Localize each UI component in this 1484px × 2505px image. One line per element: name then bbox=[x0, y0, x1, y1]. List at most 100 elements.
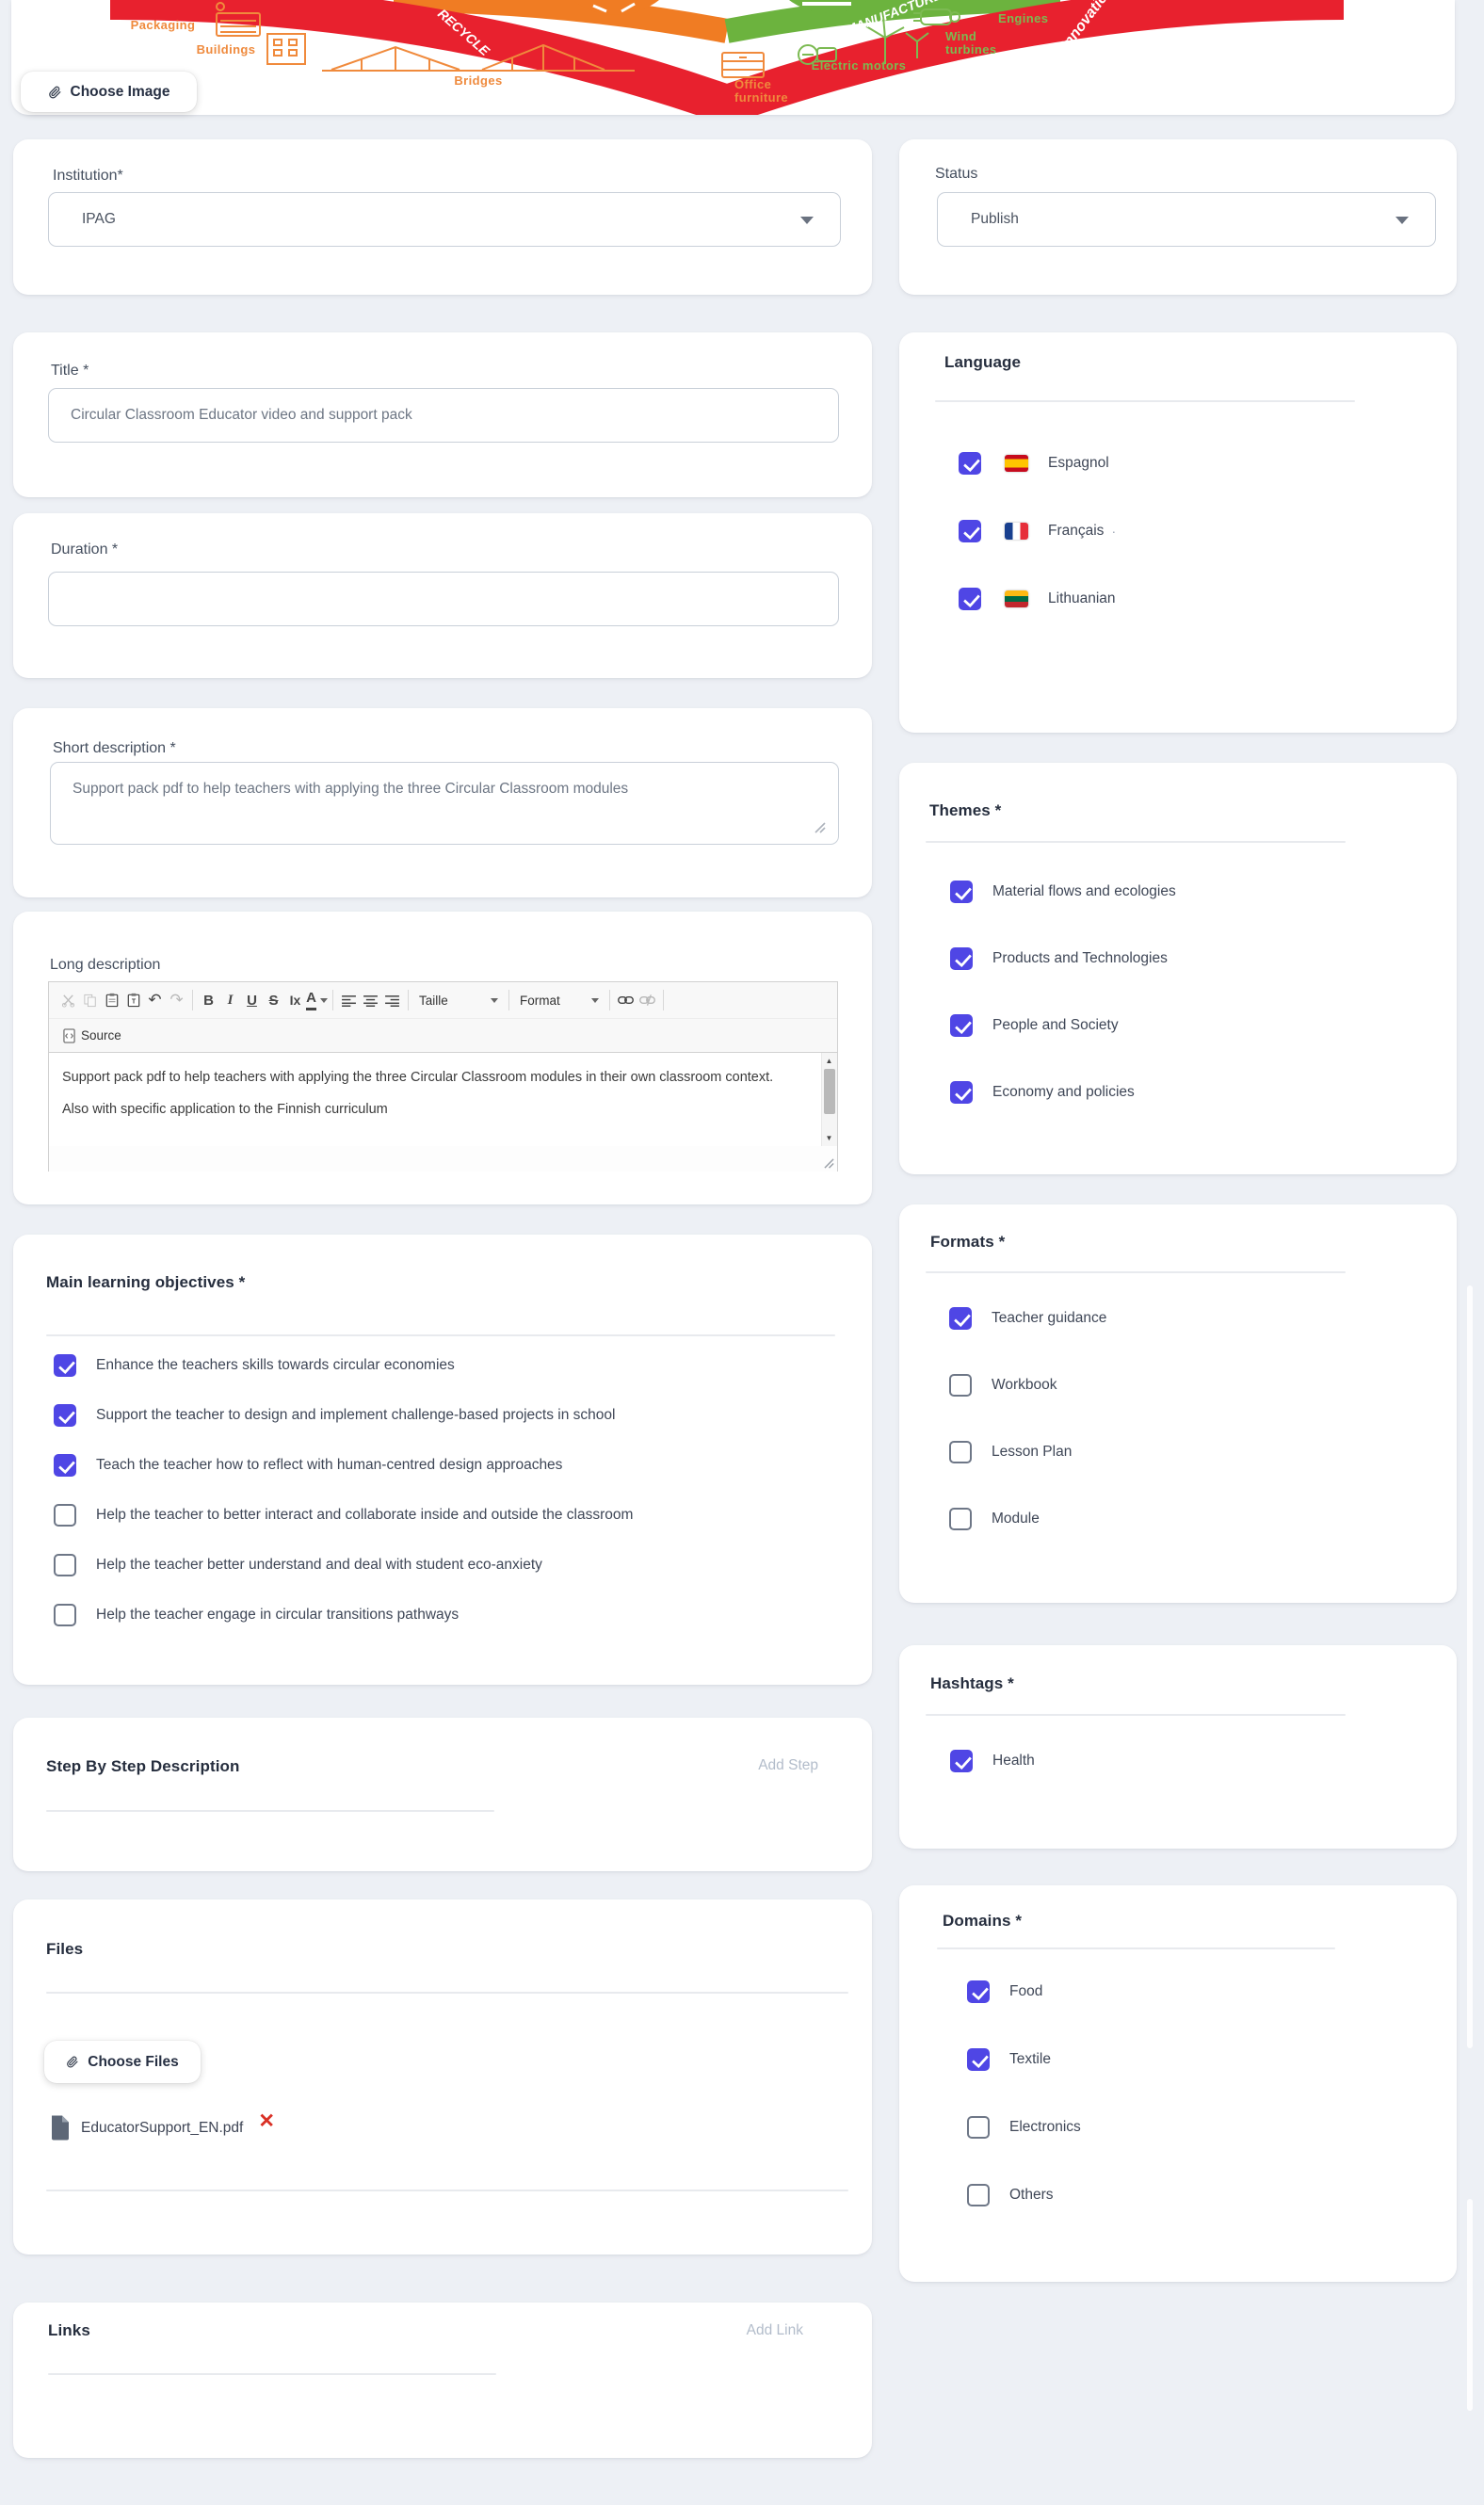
status-select[interactable]: Publish bbox=[937, 192, 1436, 247]
choose-files-button[interactable]: Choose Files bbox=[44, 2041, 201, 2083]
themes-title: Themes * bbox=[929, 801, 1002, 819]
underline-button[interactable]: U bbox=[247, 992, 257, 1009]
scrollbar-thumb[interactable] bbox=[824, 1069, 835, 1114]
checkbox[interactable] bbox=[54, 1354, 76, 1377]
checkbox[interactable] bbox=[950, 1014, 973, 1037]
editor-scrollbar[interactable]: ▲ ▼ bbox=[821, 1053, 837, 1146]
short-description-textarea[interactable]: Support pack pdf to help teachers with a… bbox=[50, 762, 839, 845]
page-scrollbar[interactable] bbox=[1467, 2199, 1473, 2411]
objective-option-label: Help the teacher to better interact and … bbox=[96, 1507, 634, 1523]
checkbox[interactable] bbox=[959, 452, 981, 475]
checkbox[interactable] bbox=[967, 2184, 990, 2206]
file-item-row: EducatorSupport_EN.pdf ✕ bbox=[50, 2110, 275, 2141]
paperclip-icon bbox=[67, 2056, 78, 2068]
font-size-dropdown[interactable]: Taille bbox=[413, 989, 504, 1011]
domain-option-row: Food bbox=[967, 1980, 1081, 2003]
resize-handle-icon[interactable] bbox=[815, 822, 826, 833]
toolbar-separator bbox=[508, 990, 509, 1010]
italic-button[interactable]: I bbox=[227, 992, 234, 1008]
checkbox[interactable] bbox=[949, 1374, 972, 1397]
language-option-lithuanian: Lithuanian bbox=[959, 588, 1116, 610]
duration-label: Duration * bbox=[51, 541, 119, 558]
checkbox[interactable] bbox=[950, 1750, 973, 1772]
toolbar-separator bbox=[332, 990, 333, 1010]
checkbox[interactable] bbox=[54, 1454, 76, 1477]
title-label: Title * bbox=[51, 363, 89, 379]
wheel-label-office: Office bbox=[734, 77, 771, 91]
editor-content-area[interactable]: Support pack pdf to help teachers with a… bbox=[49, 1053, 837, 1146]
text-color-letter: A bbox=[306, 991, 316, 1010]
hashtags-card: Hashtags * Health bbox=[899, 1645, 1457, 1849]
france-flag-icon bbox=[1005, 523, 1028, 540]
remove-file-icon[interactable]: ✕ bbox=[258, 2110, 275, 2132]
copy-icon[interactable] bbox=[79, 988, 101, 1012]
divider bbox=[46, 2190, 848, 2191]
checkbox[interactable] bbox=[949, 1508, 972, 1530]
paste-from-word-icon[interactable]: T bbox=[122, 988, 144, 1012]
checkbox[interactable] bbox=[54, 1504, 76, 1527]
institution-select[interactable]: IPAG bbox=[48, 192, 841, 247]
domain-option-row: Electronics bbox=[967, 2116, 1081, 2139]
orange-sector-icons bbox=[216, 2, 765, 78]
scroll-down-icon[interactable]: ▼ bbox=[825, 1134, 833, 1142]
checkbox[interactable] bbox=[54, 1404, 76, 1427]
strikethrough-button[interactable]: S bbox=[268, 992, 279, 1009]
checkbox[interactable] bbox=[967, 2048, 990, 2071]
checkbox[interactable] bbox=[950, 1081, 973, 1104]
paragraph-format-dropdown[interactable]: Format bbox=[514, 989, 605, 1011]
checkbox[interactable] bbox=[950, 881, 973, 903]
format-option-label: Module bbox=[992, 1511, 1040, 1527]
align-left-icon[interactable] bbox=[338, 988, 360, 1012]
align-right-icon[interactable] bbox=[381, 988, 403, 1012]
scroll-up-icon[interactable]: ▲ bbox=[825, 1057, 833, 1065]
checkbox[interactable] bbox=[959, 520, 981, 542]
add-link-link[interactable]: Add Link bbox=[746, 2322, 803, 2338]
source-label: Source bbox=[81, 1028, 121, 1042]
text-color-button[interactable]: A bbox=[306, 988, 328, 1012]
source-button[interactable]: Source bbox=[57, 1026, 127, 1046]
status-label: Status bbox=[935, 166, 978, 182]
cut-icon[interactable] bbox=[57, 988, 79, 1012]
objective-option-row: Help the teacher to better interact and … bbox=[54, 1504, 633, 1527]
divider bbox=[926, 841, 1346, 843]
link-icon[interactable] bbox=[615, 988, 637, 1012]
objective-option-label: Help the teacher engage in circular tran… bbox=[96, 1607, 460, 1623]
spain-flag-icon bbox=[1005, 455, 1028, 472]
checkbox[interactable] bbox=[54, 1604, 76, 1626]
checkbox[interactable] bbox=[949, 1307, 972, 1330]
editor-toolbar: T ↶ ↷ B I U S Ix A bbox=[49, 982, 837, 1019]
chevron-down-icon bbox=[491, 997, 498, 1003]
wheel-label-engines: Engines bbox=[998, 11, 1048, 25]
checkbox[interactable] bbox=[959, 588, 981, 610]
choose-image-button[interactable]: Choose Image bbox=[21, 72, 197, 112]
format-option-row: Module bbox=[949, 1508, 1106, 1530]
remove-format-button[interactable]: Ix bbox=[289, 993, 301, 1008]
checkbox[interactable] bbox=[967, 1980, 990, 2003]
redo-icon[interactable]: ↷ bbox=[169, 991, 184, 1009]
checkbox[interactable] bbox=[949, 1441, 972, 1463]
language-option-note: · bbox=[1111, 524, 1117, 539]
lithuania-flag-icon bbox=[1005, 590, 1028, 607]
long-description-value: Support pack pdf to help teachers with a… bbox=[62, 1070, 774, 1117]
undo-icon[interactable]: ↶ bbox=[148, 991, 162, 1009]
checkbox[interactable] bbox=[54, 1554, 76, 1576]
font-size-label: Taille bbox=[419, 993, 448, 1008]
paste-icon[interactable] bbox=[101, 988, 122, 1012]
checkbox[interactable] bbox=[950, 947, 973, 970]
long-description-label: Long description bbox=[50, 957, 161, 973]
page-scrollbar[interactable] bbox=[1467, 1285, 1473, 2048]
bold-button[interactable]: B bbox=[203, 992, 214, 1009]
checkbox[interactable] bbox=[967, 2116, 990, 2139]
objective-option-label: Enhance the teachers skills towards circ… bbox=[96, 1357, 455, 1373]
theme-option-label: Economy and policies bbox=[992, 1084, 1135, 1100]
align-center-icon[interactable] bbox=[360, 988, 381, 1012]
title-input[interactable] bbox=[48, 388, 839, 443]
editor-resize-icon[interactable] bbox=[824, 1158, 834, 1169]
theme-option-label: Products and Technologies bbox=[992, 950, 1168, 966]
unlink-icon[interactable] bbox=[637, 988, 658, 1012]
theme-option-row: Products and Technologies bbox=[950, 947, 1176, 970]
add-step-link[interactable]: Add Step bbox=[758, 1757, 818, 1773]
domains-card: Domains * Food Textile Electronics Other… bbox=[899, 1885, 1457, 2282]
wheel-label-packaging: Packaging bbox=[131, 18, 196, 32]
duration-input[interactable] bbox=[48, 572, 839, 626]
